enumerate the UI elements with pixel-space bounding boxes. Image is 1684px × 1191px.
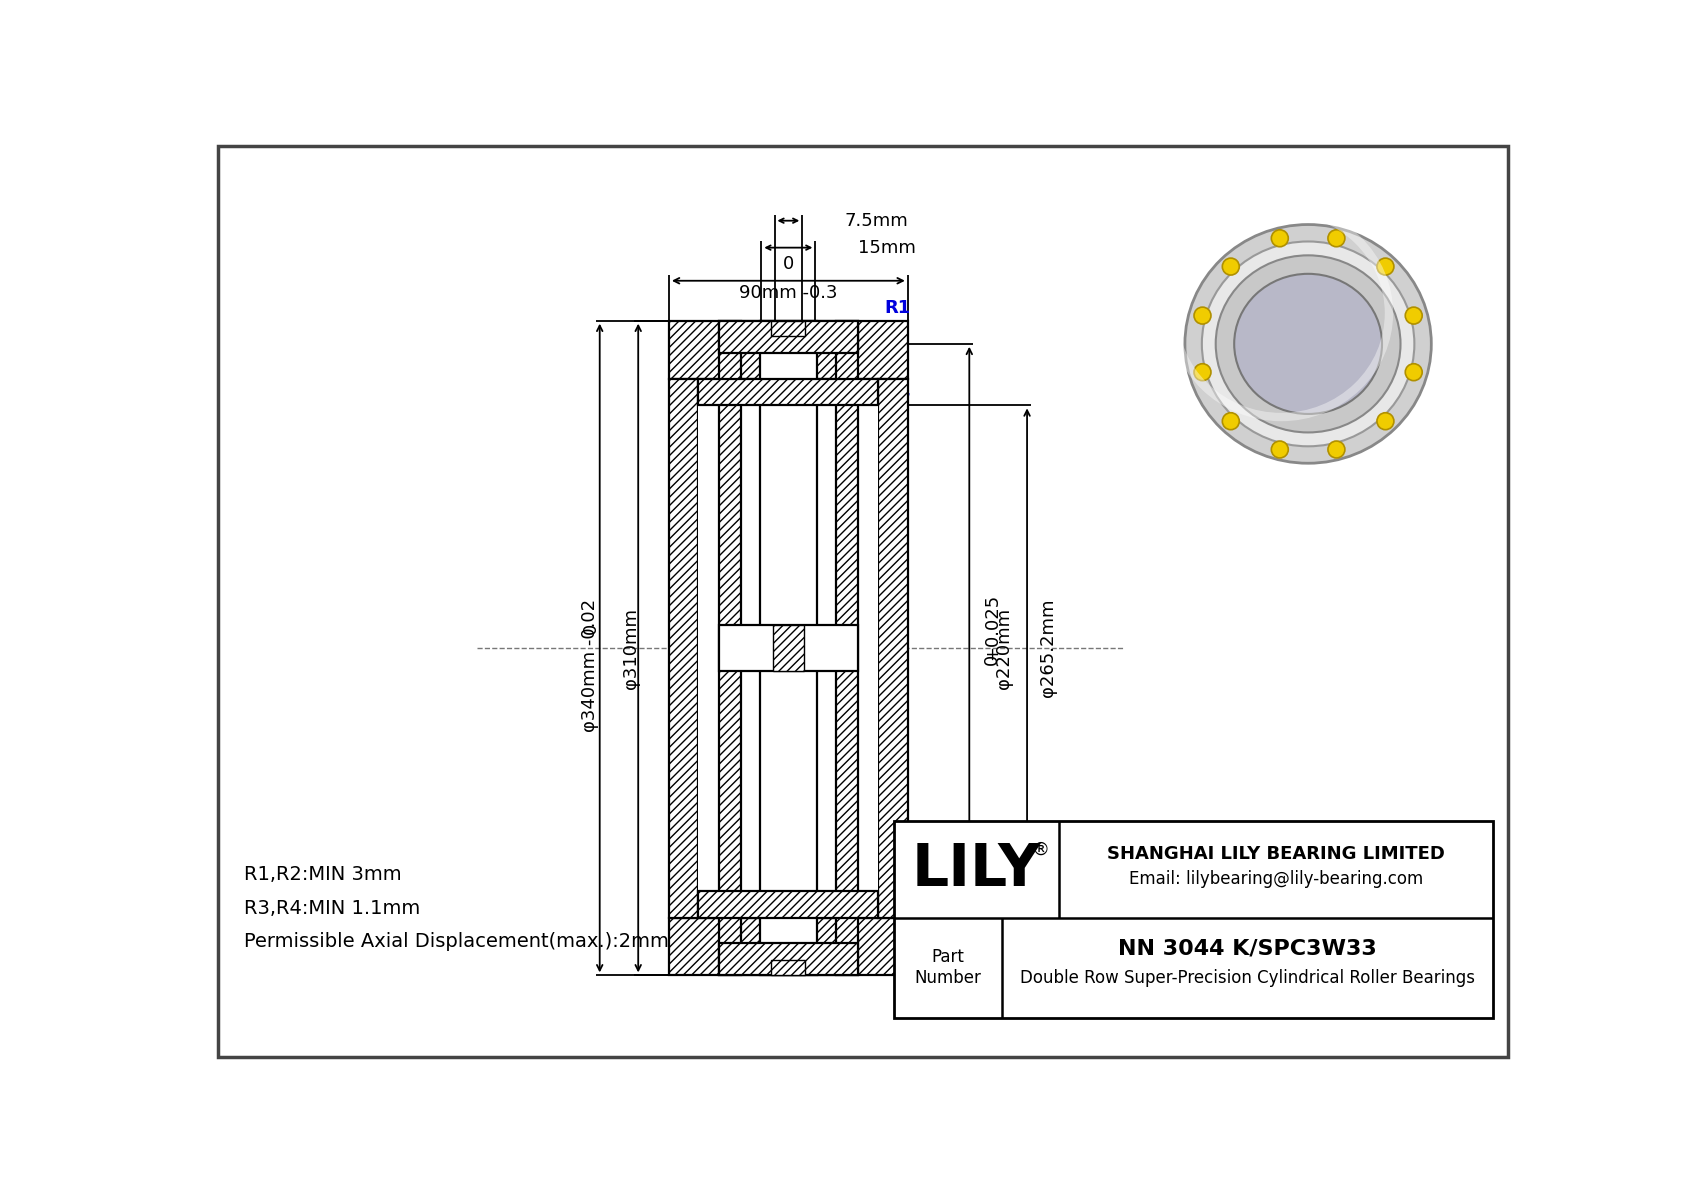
Ellipse shape [1271, 230, 1288, 247]
Bar [699, 405, 879, 891]
Text: φ265.2mm: φ265.2mm [1039, 599, 1056, 697]
Text: SHANGHAI LILY BEARING LIMITED: SHANGHAI LILY BEARING LIMITED [1106, 844, 1445, 862]
Ellipse shape [1216, 255, 1401, 432]
Bar [719, 320, 741, 975]
Text: 0: 0 [983, 654, 1002, 666]
Ellipse shape [1404, 307, 1423, 324]
Text: 0: 0 [581, 623, 600, 635]
Ellipse shape [1202, 242, 1415, 447]
Ellipse shape [1234, 274, 1383, 414]
Bar [719, 943, 857, 975]
Ellipse shape [1223, 258, 1239, 275]
Text: 15mm: 15mm [857, 238, 916, 256]
Text: φ220mm: φ220mm [995, 607, 1014, 688]
Bar [699, 379, 879, 405]
Text: LILY: LILY [911, 841, 1041, 898]
Bar [699, 379, 879, 917]
Ellipse shape [1186, 225, 1431, 463]
Bar [719, 625, 857, 672]
Ellipse shape [1378, 258, 1394, 275]
Text: Part
Number: Part Number [914, 948, 982, 987]
Ellipse shape [1378, 413, 1394, 430]
Text: NN 3044 K/SPC3W33: NN 3044 K/SPC3W33 [1118, 939, 1376, 959]
Text: R1,R2:MIN 3mm: R1,R2:MIN 3mm [244, 866, 401, 885]
Text: +0.025: +0.025 [983, 593, 1002, 660]
Text: ®: ® [1031, 841, 1049, 859]
Ellipse shape [1194, 363, 1211, 381]
Text: 0: 0 [783, 255, 793, 273]
Bar [894, 822, 1494, 1017]
Text: Double Row Super-Precision Cylindrical Roller Bearings: Double Row Super-Precision Cylindrical R… [1021, 968, 1475, 986]
Text: R1: R1 [884, 299, 911, 317]
Bar [699, 891, 879, 917]
Text: R4: R4 [884, 384, 911, 401]
Ellipse shape [1194, 307, 1211, 324]
Text: 90mm -0.3: 90mm -0.3 [739, 283, 837, 301]
Bar [669, 320, 908, 379]
Text: Permissible Axial Displacement(max.):2mm: Permissible Axial Displacement(max.):2mm [244, 931, 669, 950]
Bar [771, 320, 805, 336]
Ellipse shape [1271, 441, 1288, 459]
Ellipse shape [1223, 413, 1239, 430]
Bar [879, 379, 908, 917]
Text: R2: R2 [884, 329, 911, 347]
Bar [669, 917, 908, 975]
Ellipse shape [1329, 230, 1346, 247]
Text: R3,R4:MIN 1.1mm: R3,R4:MIN 1.1mm [244, 898, 421, 917]
Bar [773, 625, 803, 672]
Bar [669, 379, 699, 917]
Text: R3: R3 [884, 364, 911, 382]
Ellipse shape [1329, 441, 1346, 459]
Text: 7.5mm: 7.5mm [845, 212, 908, 230]
Text: Email: lilybearing@lily-bearing.com: Email: lilybearing@lily-bearing.com [1128, 871, 1423, 888]
Bar [719, 320, 857, 353]
Ellipse shape [1404, 363, 1423, 381]
Bar [835, 320, 857, 975]
Text: φ340mm -0.02: φ340mm -0.02 [581, 598, 600, 731]
Bar [759, 320, 817, 975]
Bar [771, 960, 805, 975]
Text: φ310mm: φ310mm [621, 607, 640, 688]
